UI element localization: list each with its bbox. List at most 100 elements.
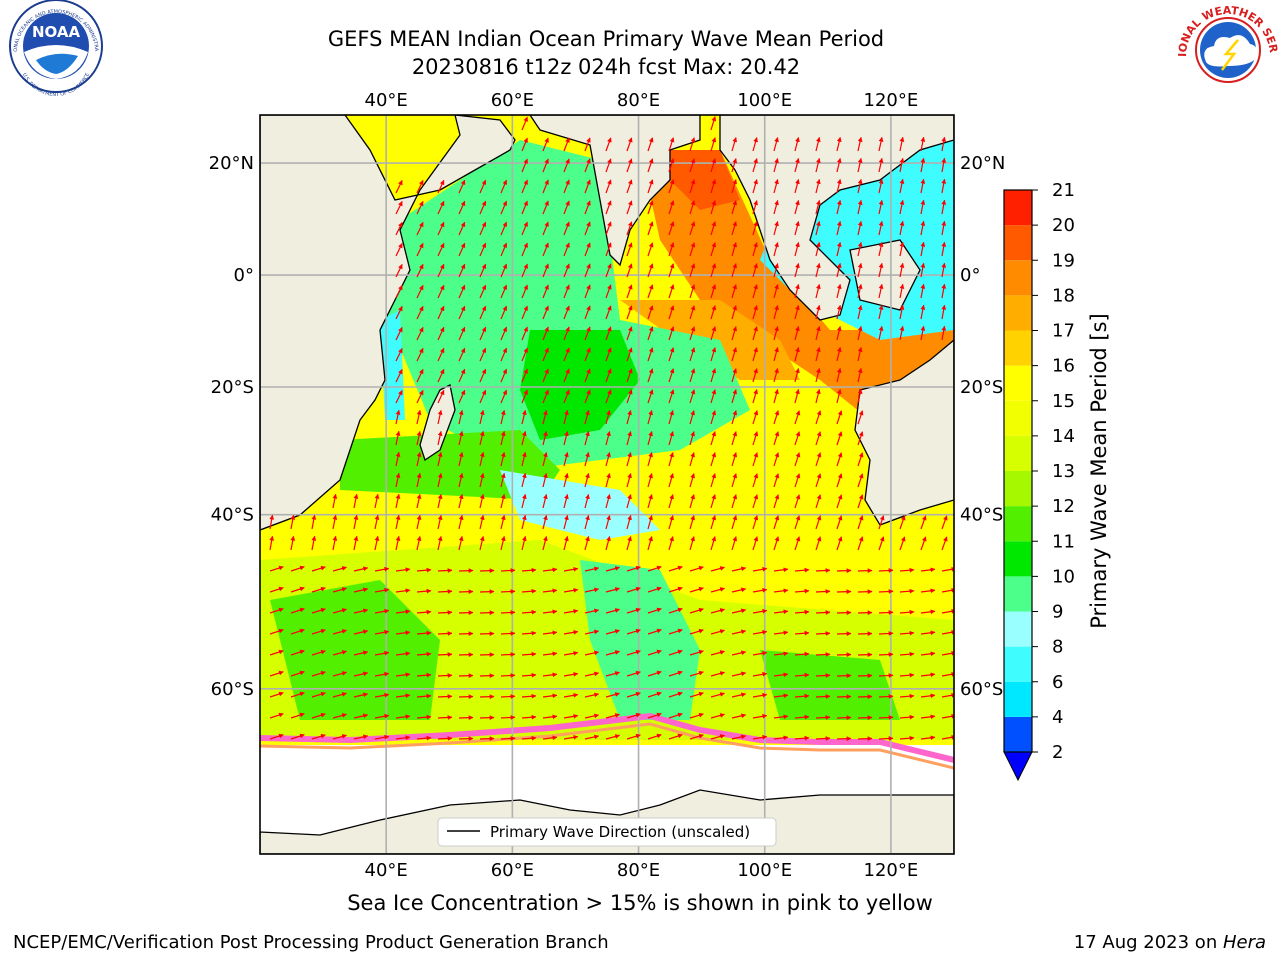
wave-arrow [689, 221, 696, 236]
wave-arrow [815, 652, 831, 657]
colorbar-segment [1004, 716, 1032, 752]
wave-arrow [689, 712, 704, 719]
wave-arrow [878, 673, 894, 678]
wave-arrow [500, 514, 506, 530]
wave-arrow [668, 515, 674, 530]
wave-arrow [584, 629, 600, 635]
wave-arrow [647, 263, 654, 278]
wave-arrow [815, 694, 831, 699]
wave-arrow [542, 514, 548, 530]
wave-arrow [395, 630, 411, 636]
wave-arrow [584, 430, 590, 446]
wave-arrow [731, 515, 738, 530]
wave-arrow [458, 430, 464, 446]
wave-arrow [332, 535, 338, 551]
wave-arrow [626, 536, 632, 551]
wave-arrow [752, 536, 759, 551]
wave-arrow [899, 588, 915, 594]
wave-arrow [857, 694, 873, 700]
wave-arrow [605, 608, 620, 614]
wave-arrow [710, 692, 725, 698]
wave-arrow [689, 284, 696, 299]
wave-arrow [395, 389, 403, 404]
wave-arrow [731, 692, 747, 698]
wave-arrow [626, 691, 641, 698]
wave-arrow [479, 652, 495, 658]
wave-arrow [878, 568, 894, 573]
wave-arrow [710, 368, 717, 383]
wave-arrow [605, 347, 612, 362]
wave-arrow [563, 326, 570, 341]
wave-arrow [374, 650, 390, 656]
wave-arrow [395, 651, 411, 657]
period-band-green-southcentral [580, 560, 700, 720]
wave-arrow [521, 221, 528, 236]
wave-arrow [542, 263, 549, 278]
footer-host: Hera [1222, 932, 1266, 953]
wave-arrow [605, 734, 620, 740]
wave-arrow [479, 472, 485, 488]
wave-arrow [416, 347, 424, 362]
wave-arrow [794, 714, 810, 720]
wave-arrow [815, 178, 821, 194]
wave-arrow [794, 630, 810, 636]
wave-arrow [500, 652, 516, 657]
wave-arrow [542, 430, 548, 446]
wave-arrow [605, 566, 620, 572]
wave-arrow [773, 410, 780, 425]
wave-arrow [899, 178, 905, 194]
wave-arrow [752, 200, 758, 215]
wave-arrow [878, 652, 894, 657]
wave-arrow [710, 452, 717, 467]
wave-arrow [521, 609, 537, 615]
lon-tick-label-bottom: 100°E [737, 860, 792, 881]
wave-arrow [521, 284, 528, 299]
lon-tick-label-top: 100°E [737, 90, 792, 111]
wave-arrow [269, 628, 284, 635]
wave-arrow [605, 305, 612, 320]
wave-arrow [479, 514, 485, 530]
wave-arrow [290, 565, 305, 572]
wave-arrow [647, 284, 654, 299]
wave-arrow [710, 671, 725, 677]
lat-tick-label-right: 0° [960, 265, 980, 286]
wave-arrow [647, 242, 654, 257]
wave-arrow [689, 410, 696, 425]
wave-arrow [353, 535, 359, 551]
wave-arrow [563, 430, 569, 446]
wave-arrow [836, 431, 843, 446]
wave-arrow [815, 589, 831, 594]
colorbar-tick-label: 6 [1052, 672, 1063, 693]
wave-arrow [836, 673, 852, 679]
wave-arrow [500, 694, 516, 699]
wave-arrow [773, 326, 779, 341]
wave-arrow [731, 137, 738, 152]
wave-arrow [521, 305, 528, 320]
wave-arrow [374, 587, 390, 593]
wave-arrow [836, 410, 843, 425]
wave-arrow [836, 157, 842, 173]
wave-arrow [500, 242, 508, 257]
legend: Primary Wave Direction (unscaled) [437, 817, 777, 847]
wave-arrow [290, 649, 305, 656]
chart-title: GEFS MEAN Indian Ocean Primary Wave Mean… [327, 27, 885, 51]
wave-arrow [857, 325, 863, 341]
wave-arrow [920, 325, 926, 341]
wave-arrow [668, 494, 674, 509]
lat-tick-label-left: 40°S [211, 505, 254, 526]
wave-arrow [857, 410, 864, 425]
wave-arrow [542, 368, 549, 383]
wave-arrow [437, 652, 453, 657]
wave-arrow [815, 157, 821, 173]
colorbar-segment [1004, 681, 1032, 717]
wave-arrow [752, 347, 758, 362]
wave-arrow [899, 220, 905, 236]
wave-arrow [857, 589, 873, 595]
wave-arrow [794, 283, 800, 299]
wave-arrow [626, 326, 633, 341]
wave-arrow [458, 242, 466, 257]
wave-arrow [731, 389, 738, 404]
wave-arrow [563, 472, 569, 488]
wave-arrow [374, 608, 390, 614]
wave-arrow [752, 608, 768, 614]
